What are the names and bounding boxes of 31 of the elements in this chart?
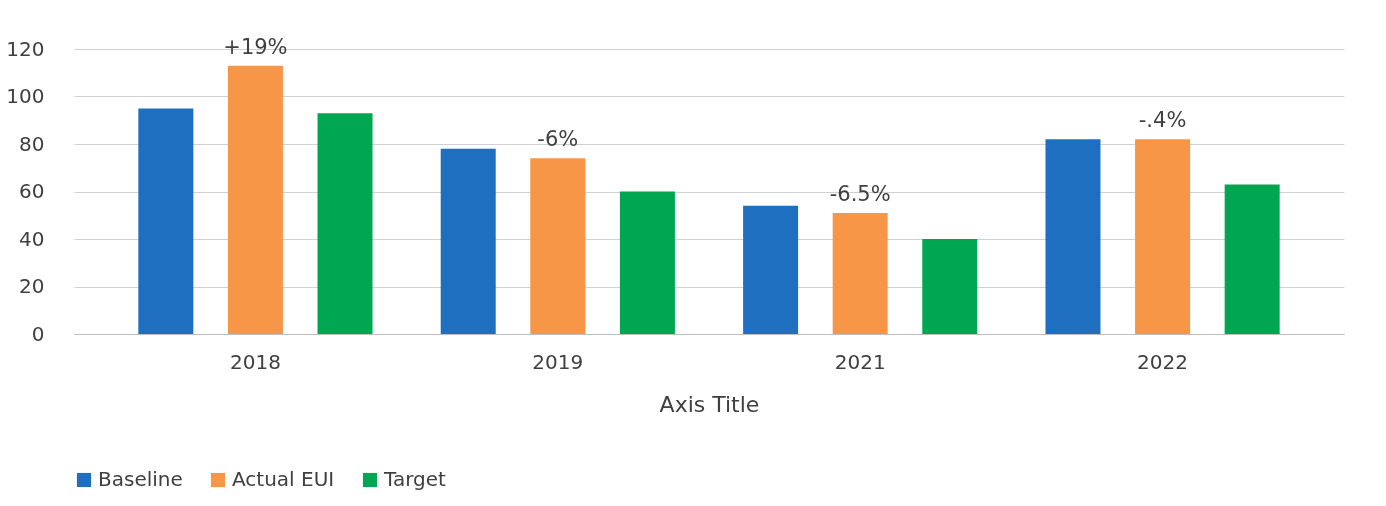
- x-tick-label: 2018: [229, 349, 281, 374]
- y-tick-label: 40: [19, 226, 45, 251]
- legend-label: Target: [383, 467, 447, 491]
- bar: [832, 212, 888, 334]
- bar: [227, 65, 283, 334]
- annotation: -.4%: [1138, 108, 1187, 133]
- bar: [138, 108, 194, 334]
- annotation: -6.5%: [829, 181, 891, 206]
- y-tick-label: 0: [31, 321, 45, 346]
- bar: [1135, 139, 1191, 334]
- y-tick-label: 120: [6, 36, 45, 61]
- bar: [530, 158, 586, 334]
- bar: [440, 148, 496, 334]
- bar: [317, 113, 373, 334]
- bar: [619, 191, 675, 334]
- legend-label: Actual EUI: [232, 467, 335, 491]
- x-tick-label: 2022: [1137, 349, 1189, 374]
- bar: [1224, 184, 1280, 334]
- y-tick-label: 100: [6, 84, 45, 108]
- bar: [922, 239, 978, 334]
- x-tick-label: 2021: [834, 349, 886, 374]
- legend-label: Baseline: [98, 467, 183, 491]
- x-axis-title: Axis Title: [659, 391, 760, 417]
- y-tick-label: 80: [19, 131, 45, 156]
- annotation: +19%: [223, 34, 288, 59]
- x-tick-label: 2019: [532, 349, 584, 374]
- y-tick-label: 60: [19, 179, 45, 203]
- bar: [743, 205, 799, 334]
- annotation: -6%: [537, 127, 579, 152]
- bar: [1045, 139, 1101, 334]
- y-tick-label: 20: [19, 274, 45, 298]
